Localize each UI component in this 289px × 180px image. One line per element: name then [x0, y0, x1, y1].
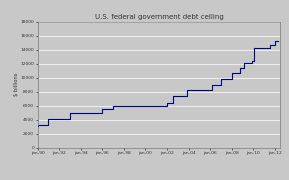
- Y-axis label: $ billions: $ billions: [14, 73, 19, 96]
- Title: U.S. federal government debt ceiling: U.S. federal government debt ceiling: [95, 14, 223, 20]
